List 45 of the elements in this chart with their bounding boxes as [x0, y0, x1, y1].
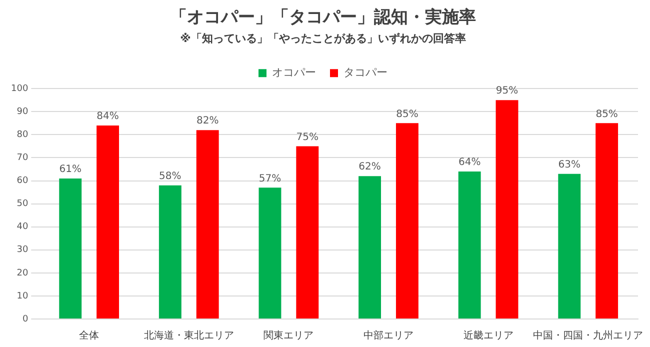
y-tick-label: 50 — [16, 199, 28, 210]
data-label: 64% — [458, 157, 481, 168]
x-tick-label: 関東エリア — [264, 330, 314, 342]
data-label: 82% — [196, 116, 219, 127]
x-tick-label: 全体 — [79, 330, 100, 342]
x-tick-label: 中国・四国・九州エリア — [533, 330, 644, 342]
y-tick-label: 60 — [16, 176, 28, 186]
y-tick-label: 10 — [16, 291, 28, 302]
bar — [59, 178, 82, 318]
y-tick-label: 100 — [10, 84, 28, 94]
data-label: 61% — [59, 164, 82, 176]
legend-label: タコパー — [344, 66, 388, 79]
data-label: 85% — [396, 108, 418, 120]
y-tick-label: 90 — [16, 106, 28, 117]
y-tick-label: 0 — [22, 314, 28, 324]
x-tick-label: 中部エリア — [363, 330, 414, 342]
bar — [496, 100, 518, 318]
bar — [196, 130, 219, 318]
bar — [96, 125, 120, 318]
bar — [458, 172, 481, 318]
data-label: 85% — [596, 108, 618, 120]
x-tick-label: 近畿エリア — [463, 330, 514, 342]
y-tick-label: 70 — [16, 153, 28, 164]
x-tick-label: 北海道・東北エリア — [144, 330, 234, 342]
bar — [258, 188, 282, 318]
data-label: 75% — [296, 132, 319, 143]
y-tick-label: 80 — [16, 130, 28, 140]
data-label: 62% — [358, 162, 381, 173]
y-tick-label: 20 — [16, 268, 28, 278]
data-label: 63% — [558, 159, 580, 170]
bar — [158, 185, 182, 318]
bar — [296, 146, 319, 318]
bar — [596, 123, 618, 318]
y-tick-label: 40 — [16, 222, 28, 232]
bar — [558, 174, 581, 318]
bar — [358, 176, 382, 318]
legend-label: オコパー — [272, 66, 316, 79]
data-label: 57% — [258, 173, 282, 184]
data-label: 58% — [159, 170, 182, 182]
bar — [396, 123, 418, 318]
chart-title: 「オコパー」「タコパー」認知・実施率 — [170, 8, 476, 28]
data-label: 84% — [96, 111, 119, 122]
y-tick-label: 30 — [16, 245, 28, 256]
data-label: 95% — [496, 86, 518, 97]
chart-subtitle: ※「知っている」「やったことがある」いずれかの回答率 — [180, 32, 466, 45]
